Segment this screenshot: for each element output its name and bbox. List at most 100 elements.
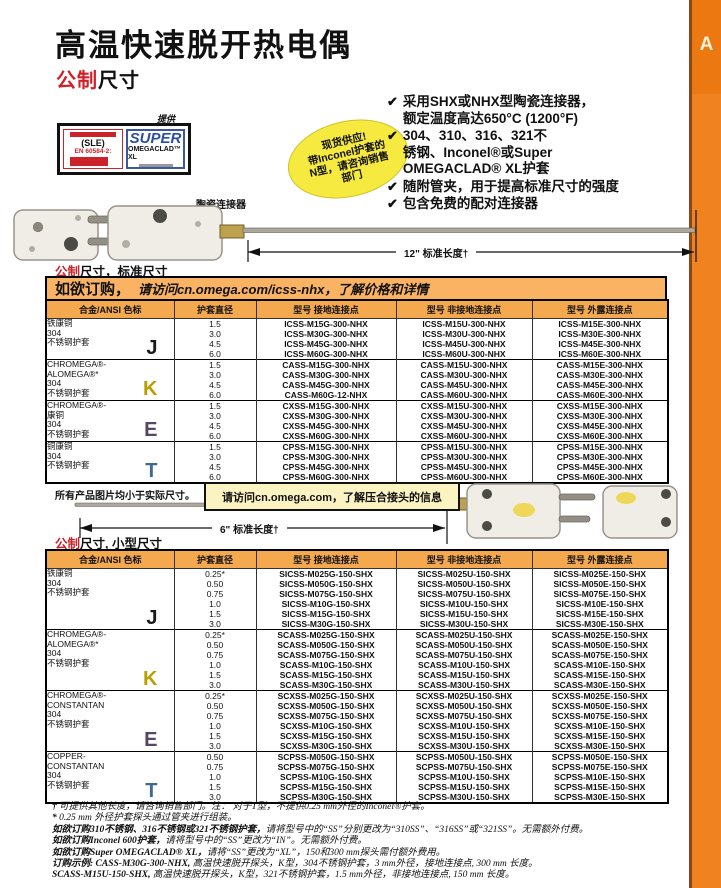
model-number: ICSS-M15E-300-NHX — [531, 318, 669, 329]
alloy-cell: COPPER- CONSTANTAN 304 不锈钢护套 T — [45, 751, 175, 803]
mini-female-connector-illustration — [602, 485, 678, 539]
footnote-line: 如欲订购Inconel 600护套，请将型号中的“SS”更改为“IN”。无需额外… — [52, 836, 680, 847]
sheath-diameter: 1.0 — [173, 772, 257, 782]
model-number: SCXSS-M30U-150-SHX — [395, 741, 533, 752]
alloy-cell: CHROMEGA®- 康铜 304 不锈钢护套 E — [45, 400, 175, 442]
column-header: 型号 非接地连接点 — [395, 299, 533, 319]
model-number: ICSS-M30U-300-NHX — [395, 329, 533, 339]
model-number: SCPSS-M050G-150-SHX — [255, 751, 397, 762]
sheath-diameter: 1.5 — [173, 670, 257, 680]
sheath-diameter: 6.0 — [173, 349, 257, 360]
sle-cert-badge: (SLE) EN 60584-2: — [63, 129, 123, 169]
mini-male-connector-illustration — [466, 483, 596, 539]
section-heading-mini: 公制尺寸, 小型尺寸 — [55, 533, 162, 552]
model-number: SCXSS-M075E-150-SHX — [531, 711, 669, 721]
model-number: SCASS-M050E-150-SHX — [531, 640, 669, 650]
sheath-diameter: 1.5 — [173, 400, 257, 411]
footnote-line: 订购示例: CASS-M30G-300-NHX, 高温快速脱开探头，K型，304… — [52, 859, 680, 870]
model-number: SICSS-M30E-150-SHX — [531, 619, 669, 630]
feature-item: ✔ 随附管夹，用于提高标准尺寸的强度 — [387, 179, 687, 196]
section-sidebar: A — [689, 0, 721, 888]
model-number: SCXSS-M10G-150-SHX — [255, 721, 397, 731]
feature-item: ✔ 304、310、316、321不 锈钢、Inconel®或Super OMEG… — [387, 128, 687, 178]
model-number: SCASS-M050U-150-SHX — [395, 640, 533, 650]
crimp-info-box[interactable]: 请访问cn.omega.com，了解压合接头的信息 — [204, 482, 460, 511]
model-number: SICSS-M025U-150-SHX — [395, 568, 533, 579]
model-number: SCXSS-M10U-150-SHX — [395, 721, 533, 731]
footnote-line: 如欲订购Super OMEGACLAD® XL，请将“SS”更改为“XL”，15… — [52, 848, 680, 859]
footnote-lead: 如欲订购Inconel 600护套， — [52, 836, 166, 847]
model-number: SCASS-M025G-150-SHX — [255, 629, 397, 640]
model-number: CASS-M30E-300-NHX — [531, 370, 669, 380]
footnote-lead: 如欲订购Super OMEGACLAD® XL， — [52, 847, 207, 858]
model-number: CXSS-M45U-300-NHX — [395, 421, 533, 431]
order-url-text[interactable]: 请访问cn.omega.com/icss-nhx，了解价格和详情 — [138, 282, 429, 297]
alloy-cell: 铁康铜 304 不锈钢护套 J — [45, 318, 175, 360]
model-number: SCXSS-M10E-150-SHX — [531, 721, 669, 731]
certification-logos: (SLE) EN 60584-2: SUPER OMEGACLAD™ XL — [57, 123, 191, 175]
sheath-diameter: 3.0 — [173, 680, 257, 691]
model-number: CPSS-M15U-300-NHX — [395, 441, 533, 452]
model-number: SCXSS-M15U-150-SHX — [395, 731, 533, 741]
model-number: CPSS-M30E-300-NHX — [531, 452, 669, 462]
model-number: CASS-M15G-300-NHX — [255, 359, 397, 370]
check-icon: ✔ — [387, 178, 398, 194]
column-header: 型号 接地连接点 — [255, 299, 397, 319]
model-number: SICSS-M30U-150-SHX — [395, 619, 533, 630]
cert-red-bar — [70, 132, 116, 137]
model-number: SICSS-M10U-150-SHX — [395, 599, 533, 609]
heading-metric: 公制 — [55, 265, 81, 279]
footnote-text: 可提供其他长度，请咨询销售部门。注： 对于T型，不提供0.25 mm外径的Inc… — [59, 802, 430, 812]
sheath-diameter: 0.25* — [173, 629, 257, 640]
model-number: CPSS-M30G-300-NHX — [255, 452, 397, 462]
mini-dimension-arrow-left — [80, 524, 92, 532]
model-number: SCXSS-M30G-150-SHX — [255, 741, 397, 752]
model-number: CXSS-M30E-300-NHX — [531, 411, 669, 421]
footnote-text: 高温快速脱开探头，K型，321不锈钢护套，1.5 mm外径，非接地连接点, 15… — [152, 870, 515, 881]
feature-item: ✔ 采用SHX或NHX型陶瓷连接器， 额定温度高达650°C (1200°F) — [387, 94, 687, 127]
ansi-type-letter: E — [144, 419, 158, 441]
model-number: SCPSS-M050E-150-SHX — [531, 751, 669, 762]
model-number: SCXSS-M025U-150-SHX — [395, 690, 533, 701]
check-icon: ✔ — [387, 128, 398, 143]
model-number: CXSS-M15G-300-NHX — [255, 400, 397, 411]
model-number: SCPSS-M10G-150-SHX — [255, 772, 397, 782]
feature-text: 随附管夹，用于提高标准尺寸的强度 — [402, 178, 619, 194]
model-number: ICSS-M45E-300-NHX — [531, 339, 669, 349]
model-number: SICSS-M075G-150-SHX — [255, 589, 397, 599]
model-number: ICSS-M60U-300-NHX — [395, 349, 533, 360]
alloy-cell: CHROMEGA®- ALOMEGA®* 304 不锈钢护套 K — [45, 359, 175, 401]
model-number: SCXSS-M075G-150-SHX — [255, 711, 397, 721]
model-number: CPSS-M45G-300-NHX — [255, 462, 397, 472]
feature-item: ✔ 包含免费的配对连接器 — [387, 196, 687, 213]
model-number: SCASS-M15G-150-SHX — [255, 670, 397, 680]
footnote-lead: SCASS-M15U-150-SHX, — [52, 870, 153, 881]
check-icon: ✔ — [387, 196, 398, 211]
sheath-diameter: 0.75 — [173, 650, 257, 660]
footnote-lead: 订购示例: CASS-M30G-300-NHX, — [52, 859, 193, 870]
model-number: SICSS-M30G-150-SHX — [255, 619, 397, 630]
standard-size-table-section: 如欲订购， 请访问cn.omega.com/icss-nhx，了解价格和详情 合… — [45, 276, 669, 484]
product-table: 合金/ANSI 色标 护套直径 型号 接地连接点 型号 非接地连接点 型号 外露连接点铁… — [45, 299, 669, 484]
model-number: SCXSS-M050E-150-SHX — [531, 701, 669, 711]
model-number: SCASS-M10U-150-SHX — [395, 660, 533, 670]
model-number: CASS-M45E-300-NHX — [531, 380, 669, 390]
model-number: SCPSS-M075G-150-SHX — [255, 762, 397, 772]
model-number: SCPSS-M075E-150-SHX — [531, 762, 669, 772]
ansi-type-letter: J — [146, 337, 158, 359]
sheath-diameter: 6.0 — [173, 431, 257, 442]
sheath-diameter: 0.50 — [173, 751, 257, 762]
column-header: 护套直径 — [173, 549, 257, 569]
model-number: SICSS-M075E-150-SHX — [531, 589, 669, 599]
alloy-cell: 铜康铜 304 不锈钢护套 T — [45, 441, 175, 483]
model-number: SCXSS-M050G-150-SHX — [255, 701, 397, 711]
model-number: CPSS-M15G-300-NHX — [255, 441, 397, 452]
feature-text: 包含免费的配对连接器 — [402, 196, 538, 211]
model-number: SCXSS-M15G-150-SHX — [255, 731, 397, 741]
sheath-diameter: 1.5 — [173, 318, 257, 329]
footnote-text: 高温快速脱开探头，K型，304不锈钢护套，3 mm外径，接地连接点, 300 m… — [192, 859, 538, 870]
model-number: SCASS-M30E-150-SHX — [531, 680, 669, 691]
model-number: ICSS-M15U-300-NHX — [395, 318, 533, 329]
model-number: CXSS-M15U-300-NHX — [395, 400, 533, 411]
model-number: SCPSS-M15E-150-SHX — [531, 782, 669, 792]
